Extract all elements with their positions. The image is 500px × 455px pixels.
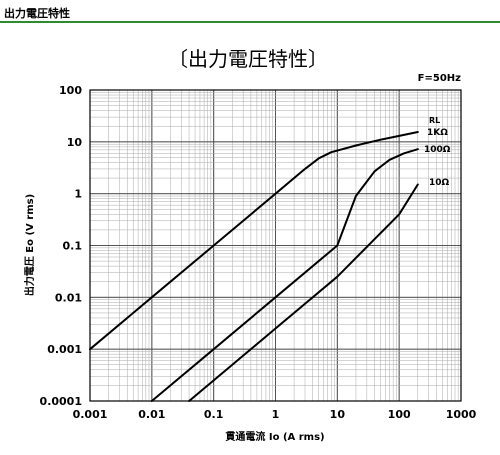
series-label: 1KΩ — [427, 128, 448, 138]
x-tick-label: 10 — [330, 408, 346, 421]
series-line — [150, 148, 419, 402]
x-tick-label: 0.01 — [138, 408, 165, 421]
chart-series — [89, 131, 419, 402]
x-tick-label: 1 — [272, 408, 280, 421]
y-tick-label: 0.0001 — [40, 395, 82, 408]
legend-title: RL — [429, 116, 440, 125]
x-tick-label: 100 — [388, 408, 411, 421]
y-tick-label: 0.001 — [47, 343, 82, 356]
y-tick-label: 10 — [67, 136, 83, 149]
series-line — [89, 131, 419, 351]
series-label: 100Ω — [424, 145, 451, 155]
header-divider — [0, 21, 500, 23]
series-labels: RL 1KΩ 100Ω 10Ω — [424, 116, 451, 188]
y-axis-label: 出力電圧 Eo (V rms) — [23, 194, 36, 296]
frequency-annotation: F=50Hz — [418, 73, 461, 84]
axis-ticks: 0.001 0.01 0.1 1 10 100 10000.00010.0010.010.1… — [40, 84, 477, 421]
y-tick-label: 1 — [74, 188, 82, 201]
y-tick-label: 100 — [59, 84, 82, 97]
plot-frame — [89, 89, 462, 402]
page-title: 出力電圧特性 — [4, 7, 70, 20]
x-tick-label: 0.1 — [204, 408, 224, 421]
y-tick-label: 0.1 — [63, 240, 83, 253]
chart-grid — [89, 89, 462, 402]
series-label: 10Ω — [429, 178, 450, 188]
page-header: 出力電圧特性 — [0, 0, 500, 23]
x-tick-label: 1000 — [446, 408, 477, 421]
series-line — [188, 183, 419, 402]
x-tick-label: 0.001 — [73, 408, 108, 421]
y-tick-label: 0.01 — [55, 291, 82, 304]
chart-title: 〔出力電圧特性〕 — [168, 47, 328, 71]
x-axis-label: 貫通電流 Io (A rms) — [225, 430, 324, 443]
